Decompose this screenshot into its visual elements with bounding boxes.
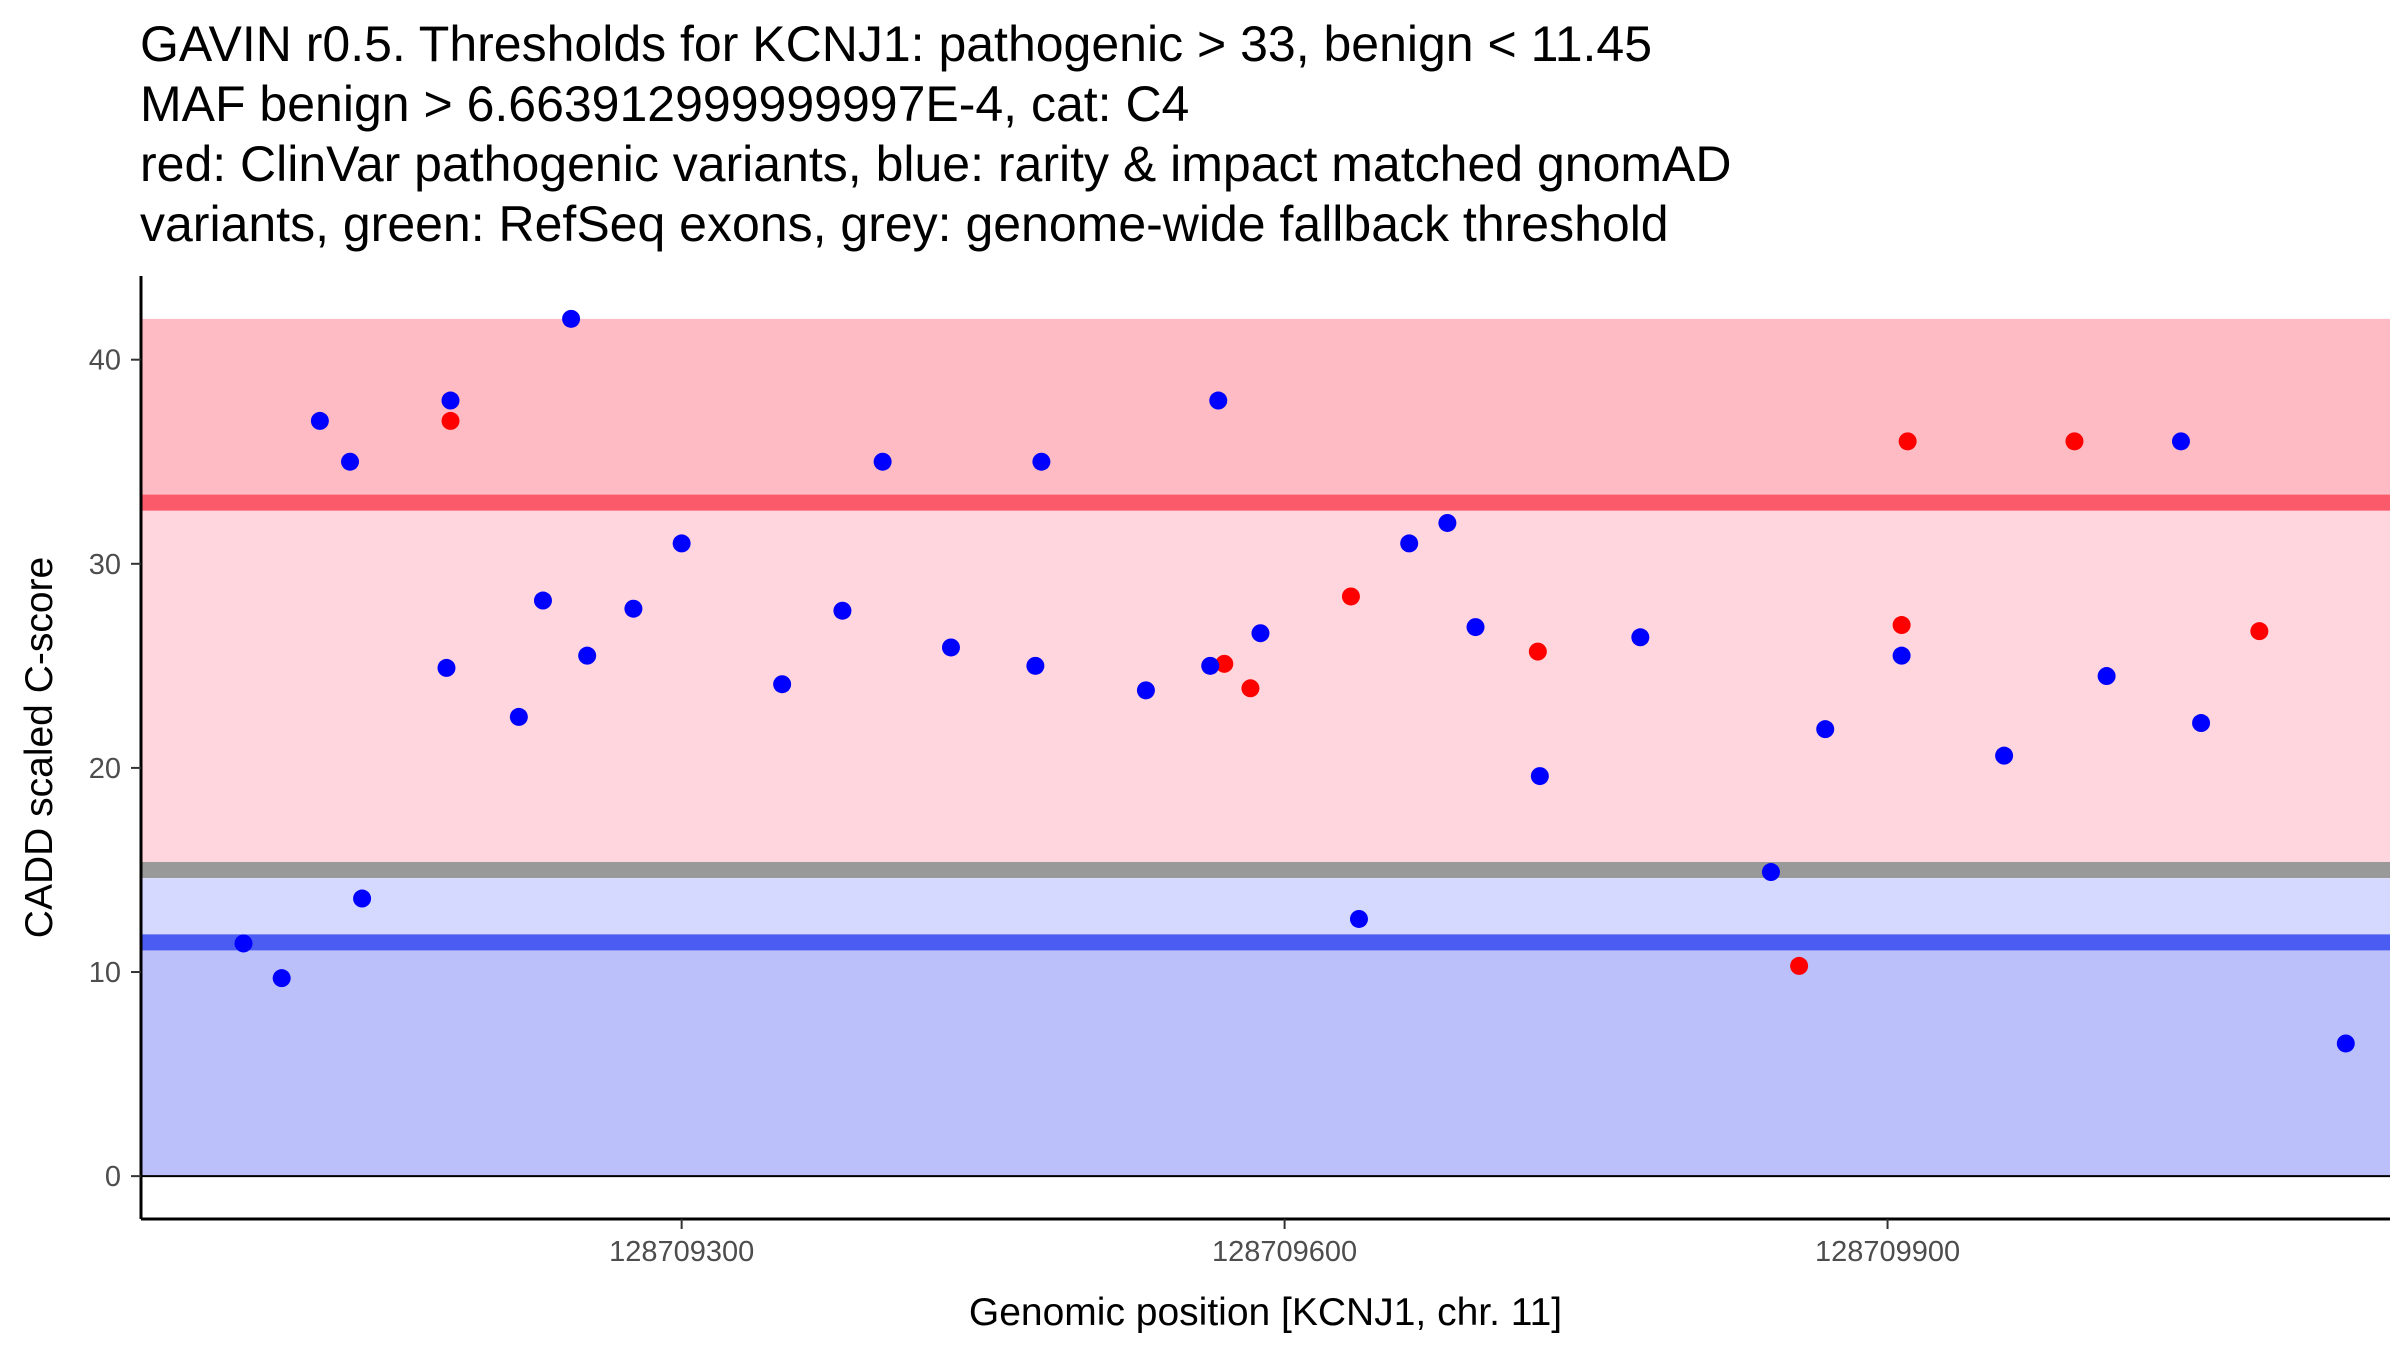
data-point <box>1898 432 1917 451</box>
data-point <box>1995 746 2014 765</box>
data-point <box>437 658 456 677</box>
data-point <box>562 309 581 328</box>
y-tick-label: 40 <box>89 345 121 377</box>
title-line-1: GAVIN r0.5. Thresholds for KCNJ1: pathog… <box>140 16 1653 72</box>
y-tick-label: 0 <box>105 1161 121 1193</box>
y-tick-label: 10 <box>89 957 121 989</box>
data-point <box>1201 656 1220 675</box>
data-point <box>1341 587 1360 606</box>
threshold-lines <box>141 494 2390 951</box>
data-point <box>672 534 691 553</box>
data-point <box>441 391 460 410</box>
chart-title: GAVIN r0.5. Thresholds for KCNJ1: pathog… <box>140 14 2380 254</box>
data-point <box>1816 720 1835 739</box>
data-point <box>1349 909 1368 928</box>
data-point <box>1892 646 1911 665</box>
data-point <box>833 601 852 620</box>
x-axis-title: Genomic position [KCNJ1, chr. 11] <box>969 1291 1562 1334</box>
pathogenic-band <box>141 502 2390 867</box>
title-line-3: red: ClinVar pathogenic variants, blue: … <box>140 136 1732 192</box>
x-tick-label: 128709900 <box>1815 1236 1960 1268</box>
x-tick-label: 128709300 <box>609 1236 754 1268</box>
data-point <box>1026 656 1045 675</box>
data-point <box>2250 622 2269 641</box>
data-point <box>2192 714 2211 733</box>
data-point <box>1032 452 1051 471</box>
data-point <box>624 599 643 618</box>
threshold-bands <box>141 318 2390 1177</box>
data-point <box>1251 624 1270 643</box>
data-point <box>2171 432 2190 451</box>
data-point <box>341 452 360 471</box>
data-point <box>441 411 460 430</box>
data-point <box>1215 654 1234 673</box>
data-point <box>1761 863 1780 882</box>
data-point <box>2097 667 2116 686</box>
y-axis-title: CADD scaled C-score <box>18 557 61 938</box>
data-point <box>1400 534 1419 553</box>
data-point <box>1241 679 1260 698</box>
data-point <box>272 969 291 988</box>
data-point <box>353 889 372 908</box>
data-point <box>1530 767 1549 786</box>
y-tick-label: 30 <box>89 549 121 581</box>
data-point <box>2065 432 2084 451</box>
data-point <box>2336 1034 2355 1053</box>
data-point <box>1528 642 1547 661</box>
strong-pathogenic-band <box>141 318 2390 503</box>
series-gnomad-matched <box>234 309 2355 1053</box>
title-line-2: MAF benign > 6.663912999999997E-4, cat: … <box>140 76 1190 132</box>
data-point <box>941 638 960 657</box>
axes <box>139 276 2390 1221</box>
data-point <box>310 411 329 430</box>
data-point <box>509 707 528 726</box>
light-benign-band <box>141 878 2390 943</box>
data-point <box>1209 391 1228 410</box>
title-line-4: variants, green: RefSeq exons, grey: gen… <box>140 196 1669 252</box>
data-point <box>1466 618 1485 637</box>
data-points <box>234 309 2355 1053</box>
data-point <box>533 591 552 610</box>
benign-band <box>141 942 2390 1177</box>
y-tick-label: 20 <box>89 753 121 785</box>
data-point <box>578 646 597 665</box>
data-point <box>1438 513 1457 532</box>
data-point <box>1631 628 1650 647</box>
x-tick-label: 128709600 <box>1212 1236 1357 1268</box>
data-point <box>1136 681 1155 700</box>
series-clinvar-pathogenic <box>441 411 2269 975</box>
data-point <box>873 452 892 471</box>
data-point <box>773 675 792 694</box>
data-point <box>234 934 253 953</box>
data-point <box>1892 616 1911 635</box>
axis-ticks: 0 10 20 30 40 128709300 128709600 128709900 <box>89 345 1960 1268</box>
data-point <box>1790 956 1809 975</box>
